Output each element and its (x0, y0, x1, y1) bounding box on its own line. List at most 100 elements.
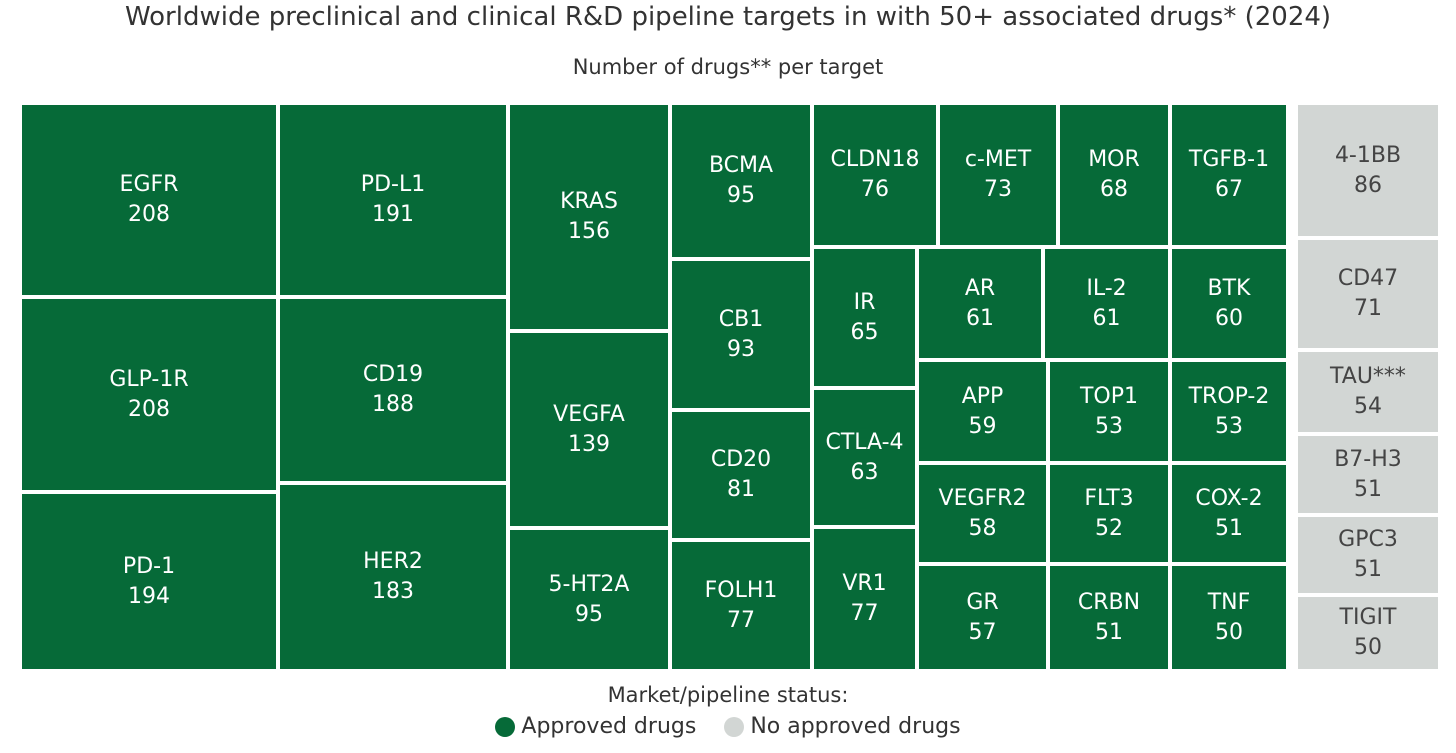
treemap-cell-ir: IR 65 (812, 247, 917, 388)
cell-value: 61 (966, 305, 994, 331)
cell-label: FOLH1 (704, 577, 778, 603)
treemap-cell-vr1: VR1 77 (812, 527, 917, 671)
treemap-cell-cd19: CD19 188 (278, 297, 508, 483)
chart-subtitle: Number of drugs** per target (572, 55, 884, 79)
cell-label: VEGFR2 (938, 485, 1027, 511)
cell-label: TOP1 (1079, 383, 1139, 409)
cell-label: KRAS (560, 189, 618, 214)
cell-value: 76 (861, 177, 889, 202)
cell-value: 61 (1092, 305, 1121, 331)
treemap-cell-vegfa: VEGFA 139 (508, 331, 670, 528)
treemap-cell-tigit: TIGIT 50 (1296, 595, 1440, 671)
cell-label: PD-L1 (360, 172, 426, 197)
cell-value: 53 (1215, 413, 1243, 439)
treemap-cell-btk: BTK 60 (1170, 247, 1288, 360)
treemap-cell-flt3: FLT3 52 (1048, 463, 1170, 564)
treemap-cell-tnf: TNF 50 (1170, 564, 1288, 671)
cell-label: FLT3 (1084, 485, 1134, 511)
cell-value: 53 (1095, 413, 1123, 439)
cell-label: CRBN (1077, 589, 1141, 615)
treemap-cell-ctla-4: CTLA-4 63 (812, 388, 917, 527)
cell-label: CD20 (710, 447, 772, 472)
cell-value: 51 (1215, 515, 1243, 541)
cell-value: 58 (968, 515, 997, 541)
cell-label: CD19 (362, 362, 424, 387)
cell-value: 50 (1215, 619, 1243, 645)
treemap-cell-top1: TOP1 53 (1048, 360, 1170, 463)
cell-value: 191 (372, 202, 414, 227)
cell-label: CTLA-4 (825, 429, 904, 455)
cell-label: GLP-1R (109, 366, 189, 392)
cell-label: B7-H3 (1334, 446, 1402, 472)
cell-label: GR (966, 589, 999, 615)
cell-label: HER2 (363, 549, 423, 574)
cell-label: 4-1BB (1334, 142, 1402, 168)
cell-value: 86 (1354, 172, 1382, 198)
cell-value: 95 (727, 183, 755, 208)
treemap-cell-il-2: IL-2 61 (1043, 247, 1170, 360)
cell-label: MOR (1088, 147, 1140, 172)
cell-value: 139 (568, 431, 610, 457)
cell-label: GPC3 (1338, 527, 1398, 552)
treemap-cell-cb1: CB1 93 (670, 259, 812, 410)
cell-value: 51 (1354, 557, 1382, 582)
cell-value: 156 (568, 219, 610, 244)
treemap-cell-gr: GR 57 (917, 564, 1048, 671)
cell-value: 208 (128, 202, 170, 227)
treemap-cell-glp-1r: GLP-1R 208 (20, 297, 278, 492)
cell-label: TGFB-1 (1188, 147, 1270, 172)
treemap-cell-trop-2: TROP-2 53 (1170, 360, 1288, 463)
treemap-cell-kras: KRAS 156 (508, 103, 670, 331)
cell-label: PD-1 (122, 553, 176, 579)
treemap-cell-mor: MOR 68 (1058, 103, 1170, 247)
cell-label: AR (964, 275, 996, 301)
cell-value: 71 (1354, 296, 1382, 321)
treemap-cell-gpc3: GPC3 51 (1296, 515, 1440, 595)
cell-label: BTK (1207, 275, 1251, 301)
legend-swatch-unapproved (724, 716, 745, 737)
cell-value: 95 (575, 601, 603, 627)
cell-value: 77 (727, 607, 755, 633)
cell-value: 59 (968, 413, 997, 439)
cell-value: 60 (1215, 305, 1243, 331)
treemap-cell-folh1: FOLH1 77 (670, 540, 812, 671)
treemap-cell-pd-1: PD-1 194 (20, 492, 278, 671)
legend-item-approved: Approved drugs (495, 714, 696, 739)
legend-item-unapproved: No approved drugs (724, 714, 961, 739)
treemap-cell-cldn18: CLDN18 76 (812, 103, 938, 247)
cell-label: IL-2 (1086, 275, 1127, 301)
treemap-cell-crbn: CRBN 51 (1048, 564, 1170, 671)
cell-label: c-MET (964, 147, 1032, 172)
cell-label: VEGFA (553, 401, 625, 427)
cell-value: 50 (1354, 635, 1382, 660)
cell-label: TROP-2 (1188, 383, 1270, 409)
cell-label: BCMA (708, 153, 774, 178)
cell-value: 183 (372, 579, 414, 604)
treemap-cell-4-1bb: 4-1BB 86 (1296, 103, 1440, 238)
treemap-cell-vegfr2: VEGFR2 58 (917, 463, 1048, 564)
treemap-cell-cox-2: COX-2 51 (1170, 463, 1288, 564)
cell-value: 194 (128, 583, 170, 609)
legend-label-approved: Approved drugs (521, 714, 697, 739)
cell-value: 52 (1095, 515, 1123, 541)
treemap-cell-cd47: CD47 71 (1296, 238, 1440, 350)
treemap-cell-tau: TAU*** 54 (1296, 350, 1440, 434)
cell-label: CB1 (718, 306, 764, 332)
cell-value: 81 (727, 477, 755, 502)
chart-title: Worldwide preclinical and clinical R&D p… (124, 2, 1332, 32)
cell-label: TIGIT (1339, 605, 1397, 630)
treemap-cell-pd-l1: PD-L1 191 (278, 103, 508, 297)
cell-value: 63 (850, 459, 879, 485)
legend: Approved drugs No approved drugs (0, 714, 1456, 739)
cell-label: VR1 (842, 571, 887, 596)
treemap-cell-c-met: c-MET 73 (938, 103, 1058, 247)
cell-value: 65 (850, 319, 879, 345)
cell-value: 54 (1354, 394, 1382, 419)
cell-label: 5-HT2A (548, 571, 630, 597)
legend-title: Market/pipeline status: (607, 683, 849, 707)
legend-label-unapproved: No approved drugs (750, 714, 961, 739)
treemap-cell-tgfb-1: TGFB-1 67 (1170, 103, 1288, 247)
cell-value: 73 (984, 177, 1012, 202)
treemap-cell-cd20: CD20 81 (670, 410, 812, 540)
